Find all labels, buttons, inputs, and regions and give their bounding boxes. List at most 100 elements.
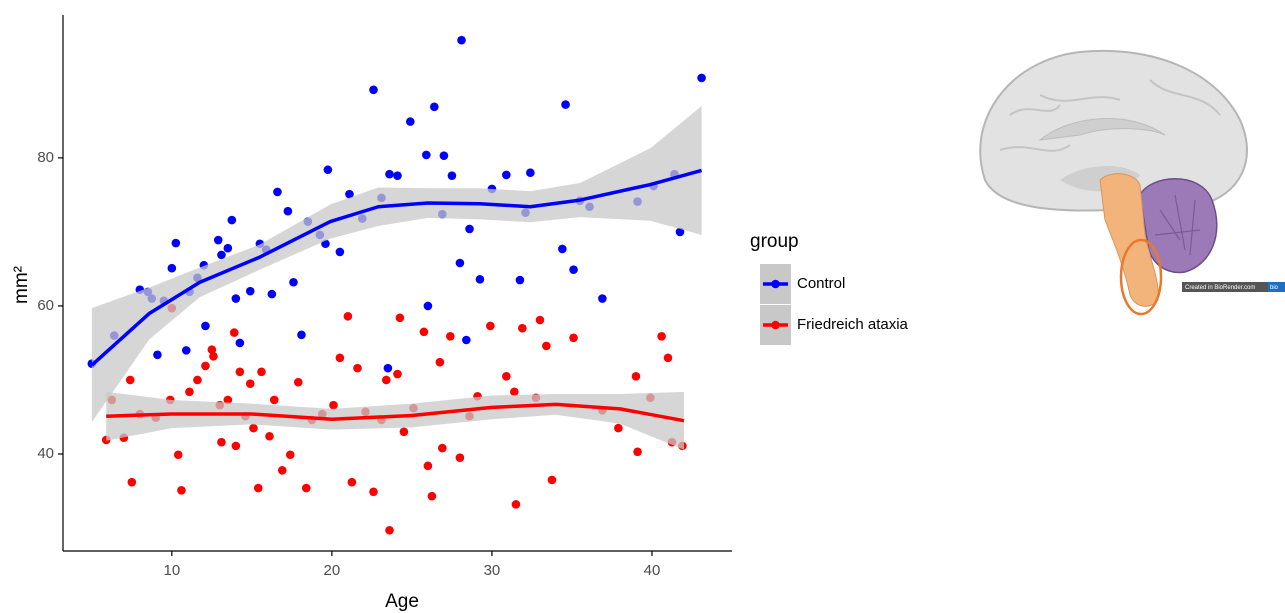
x-tick-label: 40 [644,562,661,579]
data-point [125,375,135,385]
data-point [213,235,223,245]
data-point [335,353,345,363]
data-point [423,301,433,311]
data-point [427,491,437,501]
data-point [381,375,391,385]
data-point [383,363,393,373]
data-point [406,117,415,126]
data-point [455,258,465,268]
confidence-band [91,106,702,423]
data-point [201,361,210,371]
data-point [347,477,357,487]
data-point [455,453,465,463]
data-point [475,274,485,284]
data-point [399,427,409,437]
legend-title: group [750,231,799,252]
data-point [569,265,578,274]
data-point [235,338,245,348]
data-point [153,350,162,360]
data-point [393,369,402,379]
data-point [369,487,378,497]
data-point [439,151,449,160]
data-point [569,333,578,343]
data-point [265,431,274,441]
data-point [181,346,191,355]
legend-dot [771,279,780,289]
data-point [297,330,306,340]
data-point [502,371,511,381]
data-point [235,367,245,377]
x-tick-label: 20 [324,562,341,579]
legend-label: Friedreich ataxia [797,316,909,333]
data-point [167,263,177,273]
data-point [385,525,394,535]
data-point [423,461,433,471]
data-point [446,332,455,341]
y-tick-label: 40 [37,445,54,462]
data-point [253,483,263,493]
data-point [217,250,226,260]
data-point [663,353,673,363]
x-tick-label: 10 [163,562,180,579]
data-point [277,466,287,475]
smooth-line [90,168,703,367]
data-point [558,244,567,254]
data-point [173,450,183,460]
data-point [462,335,471,345]
data-point [335,247,345,257]
data-point [127,477,137,487]
data-point [273,187,282,197]
data-point [269,395,279,405]
data-point [535,315,545,325]
data-point [511,500,521,509]
data-point [353,363,362,373]
data-point [395,313,405,323]
data-point [231,441,241,451]
plot: 10 20 30 40 40 60 80 [37,15,732,579]
data-point [289,277,298,287]
y-tick-label: 80 [37,149,54,166]
data-point [257,367,266,377]
data-point [697,73,706,83]
data-point [217,437,226,447]
data-point [193,375,202,385]
smooth-line [106,402,685,423]
data-point [227,215,237,225]
data-point [283,206,293,216]
data-point [323,165,333,175]
data-point [185,387,194,397]
data-point [249,423,258,433]
x-axis-title: Age [385,591,419,612]
data-point [438,443,447,453]
confidence-band [106,391,684,450]
data-point [631,371,641,381]
data-point [430,102,439,112]
data-point [207,345,217,354]
data-point [301,483,311,493]
data-point [547,475,557,485]
brain-illustration: Created in BioRender.com bio [979,49,1285,316]
data-point [201,321,210,331]
data-point [329,400,338,410]
data-point [542,341,551,351]
legend: Control Friedreich ataxia [760,264,909,345]
data-point [614,423,623,433]
data-point [633,447,642,457]
data-point [486,321,495,331]
data-point [393,171,402,180]
data-point [510,387,519,397]
data-point [526,168,535,177]
data-point [267,289,277,299]
data-point [598,294,607,303]
data-point [343,312,353,321]
data-point [385,169,394,179]
data-point [245,379,255,388]
data-point [447,171,457,180]
data-point [229,328,239,337]
legend-label: Control [797,275,845,292]
data-point [502,170,511,180]
data-point [515,275,525,285]
data-point [369,85,378,95]
data-point [209,351,218,361]
